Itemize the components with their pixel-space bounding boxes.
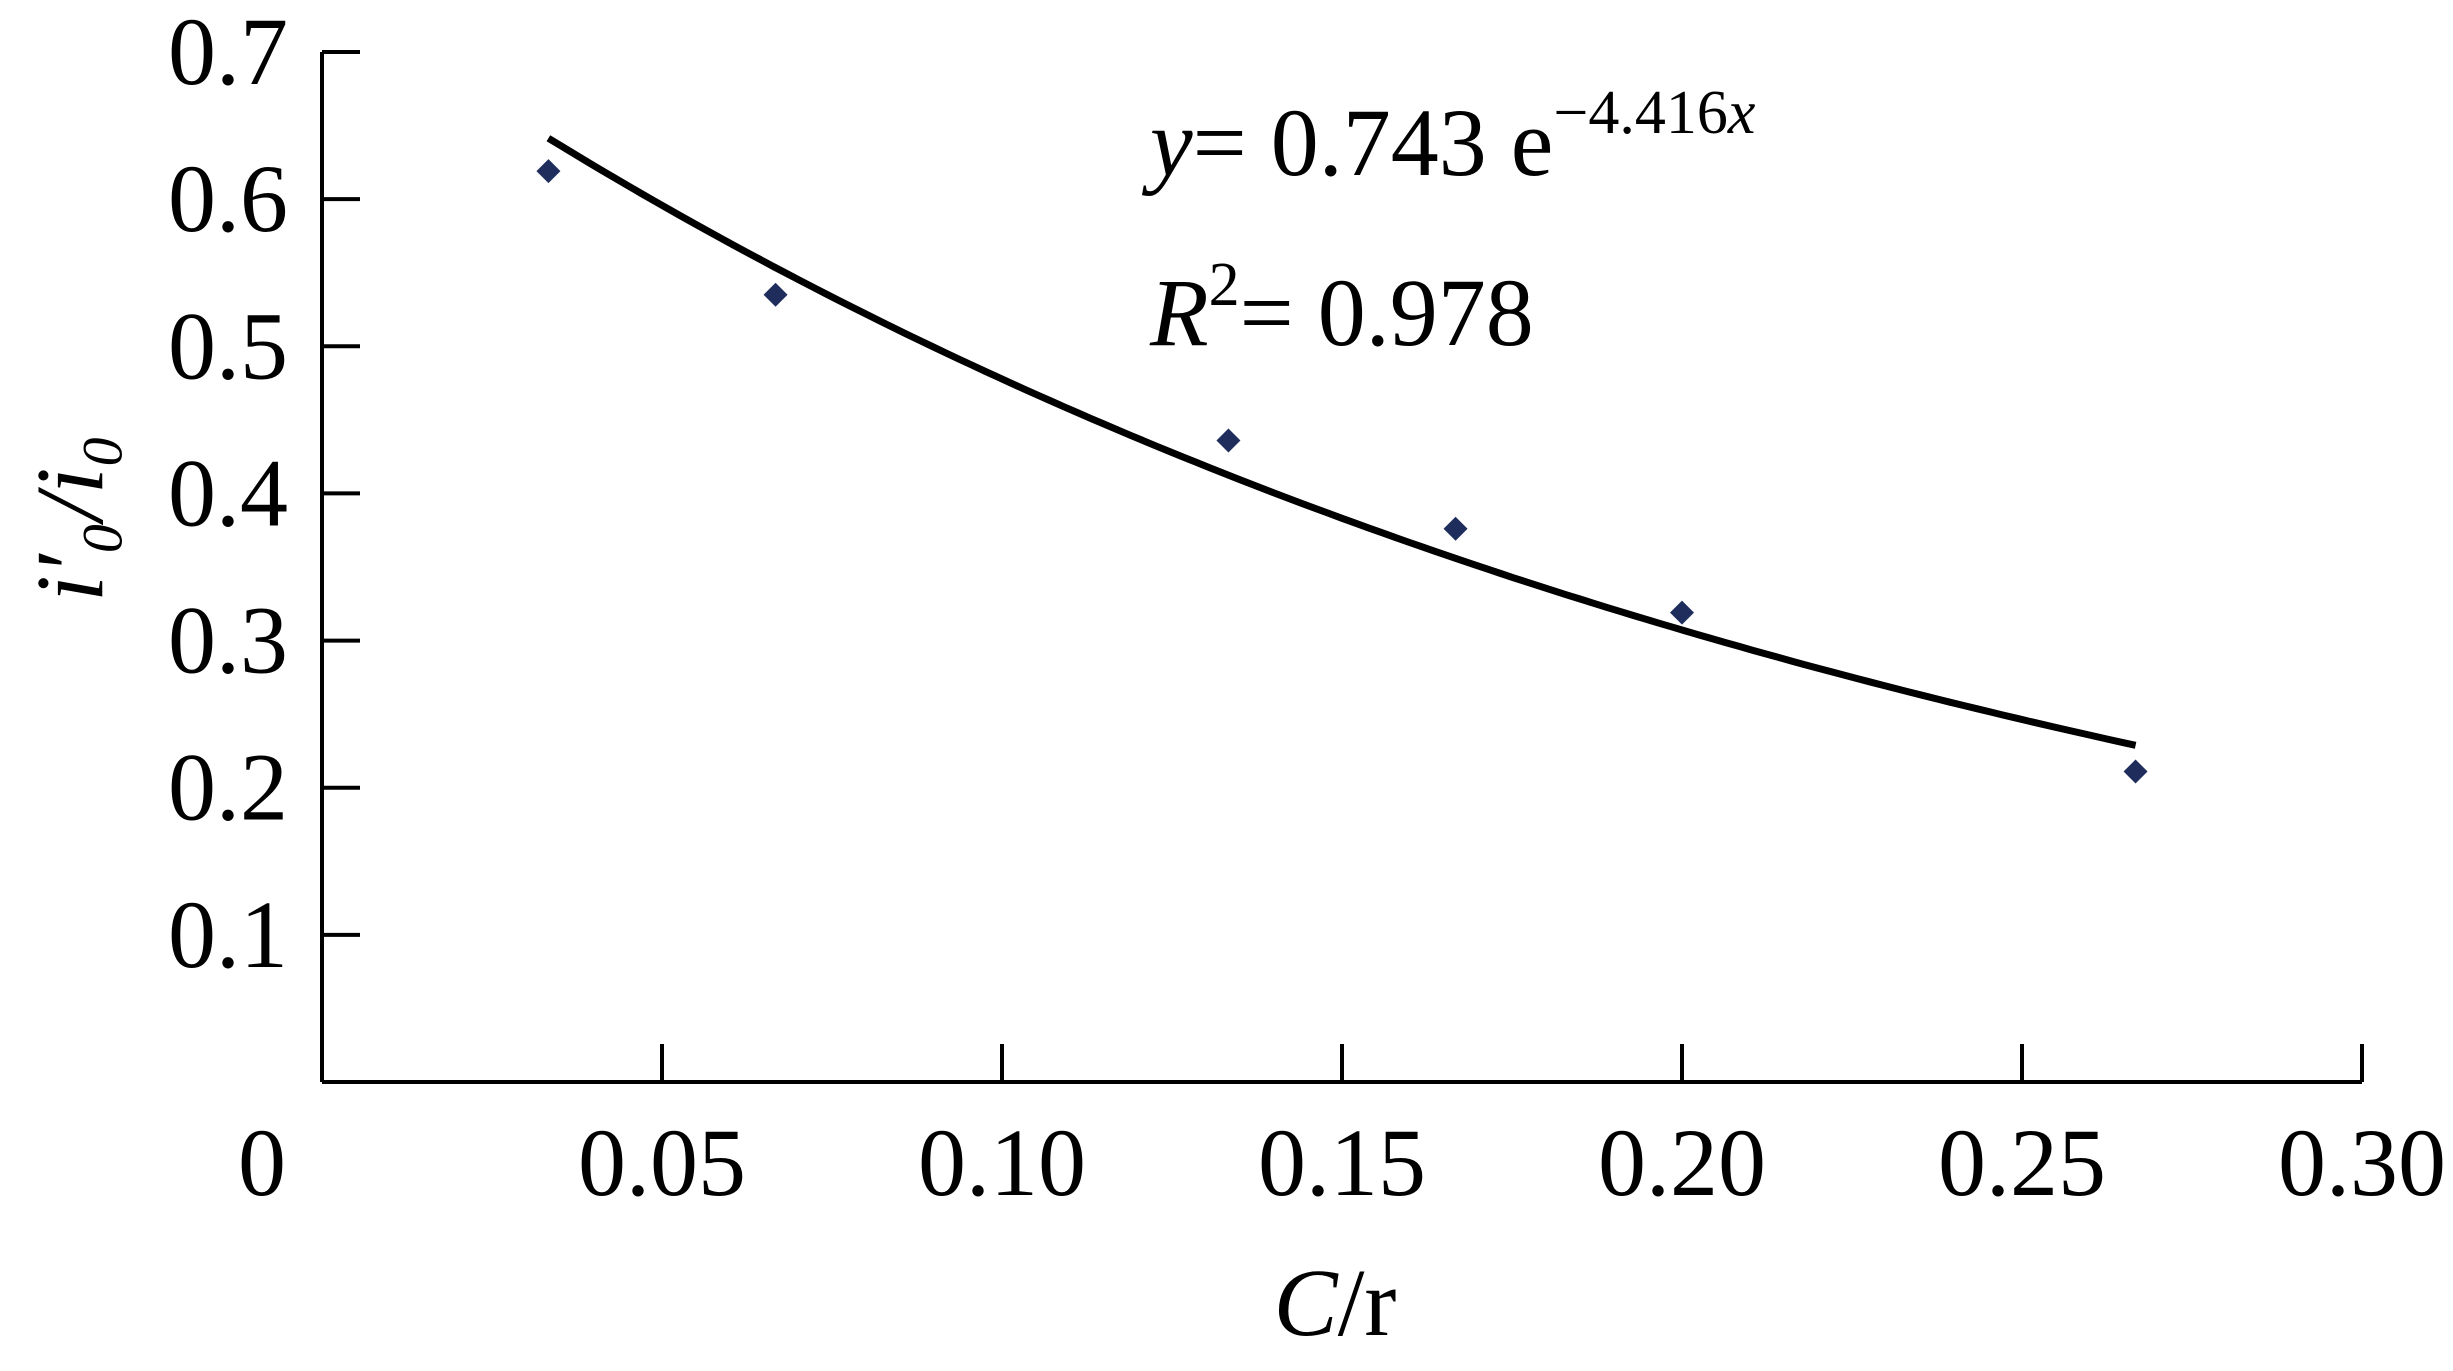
y-axis-title-num: i′₀/i₀ [16, 434, 123, 602]
fit-line [546, 135, 2137, 749]
data-point [1670, 600, 1694, 625]
series [536, 135, 2148, 784]
x-tick-label: 0.30 [2278, 1109, 2446, 1216]
y-tick-label: 0.2 [168, 734, 288, 841]
data-point [1216, 428, 1241, 453]
r-squared: R2= 0.978 [1149, 251, 1534, 366]
r-squared-value: = 0.978 [1240, 259, 1534, 366]
x-tick-label: 0.25 [1938, 1109, 2106, 1216]
x-tick-label: 0.20 [1598, 1109, 1766, 1216]
equation-y-var: y [1141, 89, 1193, 196]
r-squared-var: R [1149, 259, 1209, 366]
data-point [763, 282, 788, 307]
y-tick-label: 0.4 [168, 439, 288, 546]
equation-body: = 0.743 e [1193, 89, 1554, 196]
x-tick-label: 0.05 [578, 1109, 746, 1216]
equation-exponent: −4.416 [1553, 79, 1727, 147]
data-point [536, 159, 561, 184]
y-tick-label: 0.6 [168, 145, 288, 252]
x-tick-label: 0.15 [1258, 1109, 1426, 1216]
y-tick-label: 0.7 [168, 0, 288, 105]
data-point [1443, 516, 1468, 541]
tick-labels: 0.1 0.2 0.3 0.4 0.5 0.6 0.7 0 0.05 0.10 0.15 0.20 0.… [168, 0, 2446, 1216]
data-point [2123, 759, 2148, 784]
y-tick-label: 0.3 [168, 587, 288, 694]
x-axis-title-suffix: /r [1338, 1249, 1397, 1356]
axes [320, 52, 2362, 1084]
x-tick-label: 0.10 [918, 1109, 1086, 1216]
r-squared-sup: 2 [1209, 251, 1240, 319]
x-axis-title-var: C [1274, 1249, 1339, 1356]
x-axis-title: C/r [1274, 1249, 1397, 1356]
fit-equation: y= 0.743 e−4.416x [1141, 79, 1756, 196]
equation-exponent-var: x [1727, 79, 1756, 147]
y-tick-label: 0.5 [168, 292, 288, 399]
y-tick-label: 0.1 [168, 881, 288, 988]
ticks [322, 50, 2364, 1082]
y-axis-title: i′₀/i₀ [16, 434, 123, 602]
x-tick-label: 0 [238, 1109, 286, 1216]
